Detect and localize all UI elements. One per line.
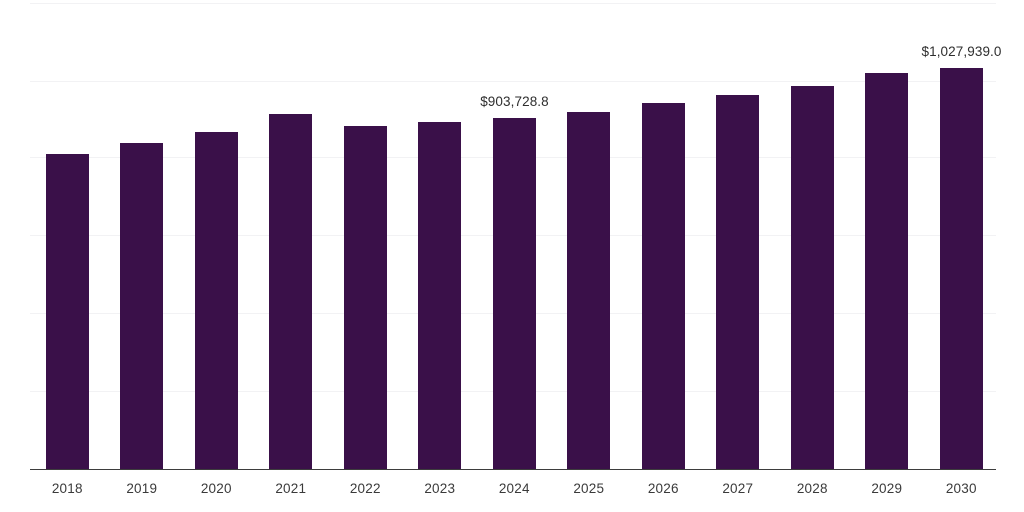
bar[interactable]: [45, 154, 89, 469]
x-axis-tick-label: 2023: [424, 481, 456, 496]
bar-value-label: $903,728.8: [480, 94, 549, 109]
bar[interactable]: [865, 73, 909, 469]
bar[interactable]: [641, 103, 685, 469]
bar[interactable]: [939, 68, 983, 469]
bar[interactable]: [492, 118, 536, 469]
bar-value-label: $1,027,939.0: [921, 44, 1002, 59]
x-axis-tick-label: 2020: [200, 481, 232, 496]
x-axis-tick-label: 2030: [945, 481, 977, 496]
bar[interactable]: [567, 112, 611, 469]
bar[interactable]: [343, 126, 387, 469]
x-axis-tick-label: 2027: [722, 481, 754, 496]
gridline: [30, 81, 996, 82]
x-axis-tick-label: 2018: [51, 481, 83, 496]
bar[interactable]: [716, 95, 760, 469]
bar[interactable]: [194, 132, 238, 469]
x-axis-tick-label: 2026: [647, 481, 679, 496]
x-axis-tick-label: 2019: [126, 481, 158, 496]
bar[interactable]: [418, 122, 462, 469]
x-axis-tick-label: 2021: [275, 481, 307, 496]
bar[interactable]: [120, 143, 164, 469]
gridline: [30, 3, 996, 4]
bar[interactable]: [790, 86, 834, 469]
x-axis-tick-label: 2022: [349, 481, 381, 496]
x-axis-tick-label: 2028: [796, 481, 828, 496]
x-axis-tick-label: 2029: [871, 481, 903, 496]
x-axis-line: [30, 469, 996, 470]
bar[interactable]: [269, 114, 313, 469]
x-axis-tick-label: 2024: [498, 481, 530, 496]
x-axis-tick-label: 2025: [573, 481, 605, 496]
